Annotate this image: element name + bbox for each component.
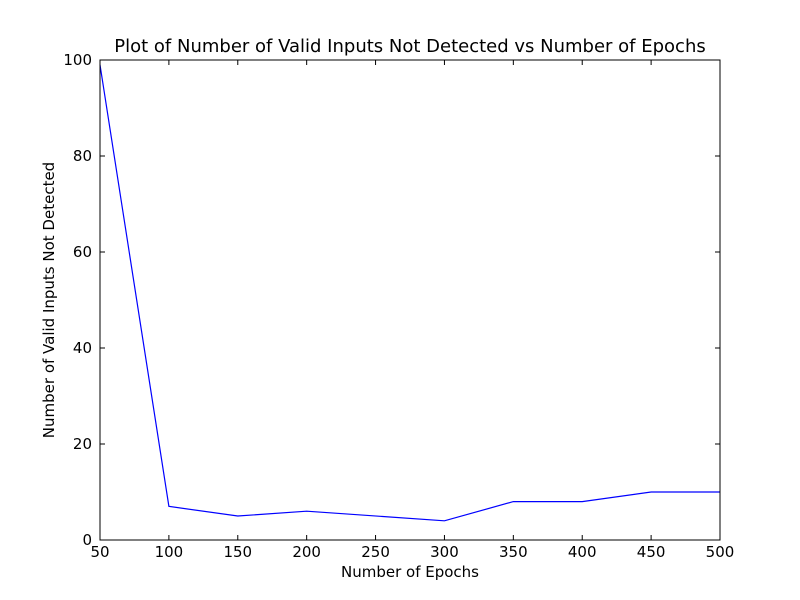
x-tick-label: 250	[361, 543, 390, 561]
x-tick-label: 200	[292, 543, 321, 561]
x-axis: 50 100 150 200 250 300 350 400 450 500	[90, 60, 734, 561]
x-tick-label: 500	[706, 543, 735, 561]
x-tick-label: 150	[223, 543, 252, 561]
y-tick-label: 100	[63, 51, 92, 69]
series-layer	[99, 64, 720, 522]
x-tick-label: 50	[90, 543, 109, 561]
y-axis-label: Number of Valid Inputs Not Detected	[40, 162, 58, 438]
x-axis-label: Number of Epochs	[341, 563, 479, 581]
y-tick-label: 60	[73, 243, 92, 261]
x-tick-label: 400	[568, 543, 597, 561]
x-tick-label: 350	[499, 543, 528, 561]
x-tick-label: 100	[155, 543, 184, 561]
y-axis: 0 20 40 60 80 100	[63, 51, 720, 549]
y-tick-label: 40	[73, 339, 92, 357]
series-line-0	[99, 64, 720, 522]
x-tick-label: 450	[637, 543, 666, 561]
plot-frame	[99, 59, 721, 541]
y-tick-label: 0	[82, 531, 92, 549]
x-tick-label: 300	[430, 543, 459, 561]
y-tick-label: 20	[73, 435, 92, 453]
chart-title: Plot of Number of Valid Inputs Not Detec…	[114, 36, 705, 57]
y-tick-label: 80	[73, 147, 92, 165]
